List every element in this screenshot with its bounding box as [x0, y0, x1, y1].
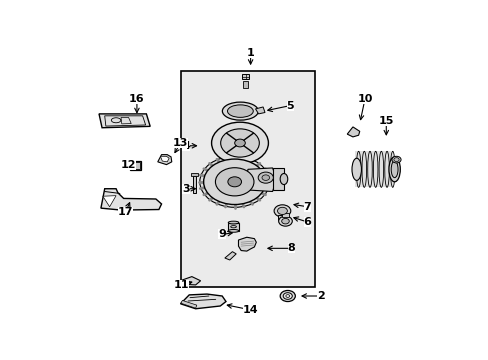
Text: 12: 12: [121, 160, 136, 170]
Ellipse shape: [228, 221, 238, 224]
Bar: [282, 213, 288, 217]
Ellipse shape: [390, 161, 397, 177]
Polygon shape: [158, 155, 171, 165]
Polygon shape: [346, 127, 359, 137]
Ellipse shape: [384, 151, 388, 187]
Polygon shape: [255, 107, 264, 114]
Ellipse shape: [367, 151, 371, 187]
Text: 10: 10: [357, 94, 372, 104]
Polygon shape: [102, 195, 116, 207]
Circle shape: [393, 158, 398, 162]
Circle shape: [200, 156, 269, 207]
Ellipse shape: [388, 157, 400, 182]
Text: 2: 2: [316, 291, 324, 301]
Ellipse shape: [228, 229, 238, 232]
Text: 4: 4: [182, 141, 190, 151]
Circle shape: [220, 129, 259, 157]
Bar: [354, 151, 390, 187]
Text: 15: 15: [378, 116, 393, 126]
Polygon shape: [272, 168, 284, 190]
Circle shape: [211, 122, 268, 164]
Bar: [193, 176, 196, 193]
Polygon shape: [99, 114, 150, 128]
Ellipse shape: [356, 151, 360, 187]
Bar: [228, 222, 238, 231]
Circle shape: [262, 175, 269, 180]
Circle shape: [280, 291, 295, 302]
Polygon shape: [101, 189, 161, 210]
Polygon shape: [224, 252, 236, 260]
Bar: [243, 81, 248, 87]
Text: 8: 8: [287, 243, 295, 253]
Circle shape: [274, 205, 290, 217]
Polygon shape: [181, 276, 200, 285]
Ellipse shape: [351, 158, 361, 180]
Circle shape: [234, 139, 245, 147]
Circle shape: [281, 219, 289, 224]
Bar: [131, 162, 140, 169]
Circle shape: [215, 168, 253, 196]
Polygon shape: [181, 301, 196, 308]
Bar: [191, 174, 197, 176]
Ellipse shape: [389, 151, 394, 187]
Circle shape: [278, 216, 292, 226]
Bar: [130, 161, 141, 170]
Polygon shape: [238, 237, 256, 251]
Polygon shape: [160, 156, 169, 162]
Text: 17: 17: [118, 207, 133, 217]
Text: 1: 1: [246, 48, 254, 58]
Text: 16: 16: [129, 94, 144, 104]
Ellipse shape: [373, 151, 377, 187]
Ellipse shape: [227, 105, 253, 117]
Circle shape: [203, 159, 265, 204]
Bar: [277, 215, 286, 220]
Bar: [180, 71, 314, 287]
Text: 14: 14: [243, 305, 258, 315]
Text: 7: 7: [303, 202, 311, 212]
Circle shape: [283, 293, 292, 299]
Ellipse shape: [361, 151, 366, 187]
Bar: [242, 74, 249, 79]
Text: 13: 13: [172, 138, 188, 148]
Text: 9: 9: [218, 229, 225, 239]
Circle shape: [258, 172, 273, 183]
Ellipse shape: [222, 102, 258, 120]
Circle shape: [227, 177, 241, 187]
Circle shape: [391, 156, 400, 163]
Polygon shape: [245, 168, 276, 192]
Circle shape: [277, 207, 287, 215]
Text: 11: 11: [174, 280, 189, 290]
Polygon shape: [180, 294, 225, 309]
Text: 3: 3: [182, 184, 190, 194]
Text: 6: 6: [303, 217, 311, 227]
Ellipse shape: [280, 174, 287, 185]
Ellipse shape: [378, 151, 383, 187]
Text: 5: 5: [286, 100, 294, 111]
